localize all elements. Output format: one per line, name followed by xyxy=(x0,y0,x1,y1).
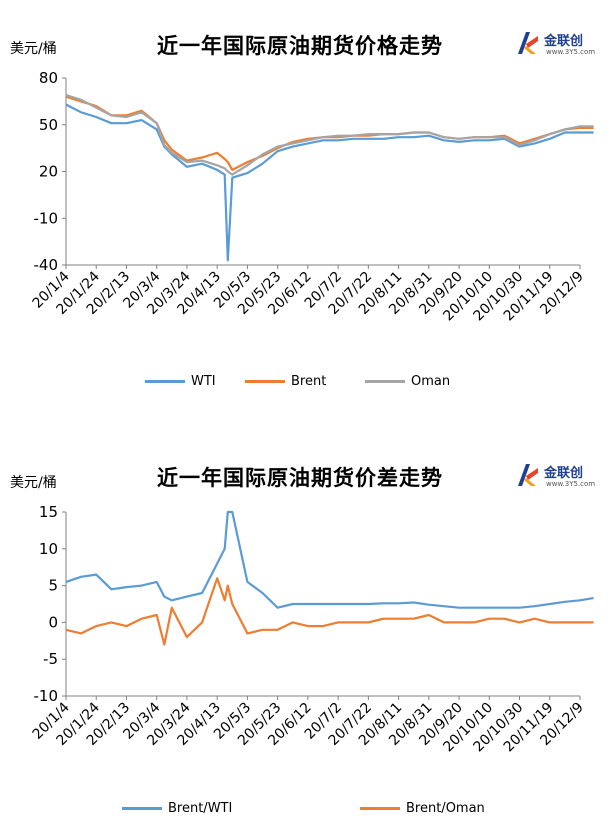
y-tick-label: -10 xyxy=(34,687,59,705)
y-tick-label: 5 xyxy=(48,577,58,595)
legend-item-oman: Oman xyxy=(365,371,450,391)
legend-label-brent-oman: Brent/Oman xyxy=(406,800,485,816)
y-tick-label: -40 xyxy=(34,256,59,274)
logo-url: www.3Y5.com xyxy=(546,48,596,56)
spread-chart-title: 近一年国际原油期货价差走势 xyxy=(157,466,443,490)
series-line-wti xyxy=(65,103,594,262)
spread-chart-panel: 近一年国际原油期货价差走势 美元/桶 金联创 www.3Y5.com 15 10 5… xyxy=(0,416,612,832)
legend-swatch-brent-oman xyxy=(360,806,400,810)
legend-item-brent: Brent xyxy=(245,371,326,391)
legend-swatch-oman xyxy=(365,379,405,383)
legend-item-brent-oman: Brent/Oman xyxy=(360,798,485,818)
series-line-brent-oman xyxy=(65,577,594,646)
y-tick-label: -5 xyxy=(43,650,58,668)
logo-url: www.3Y5.com xyxy=(546,480,596,488)
legend-label-wti: WTI xyxy=(191,373,216,389)
logo-name: 金联创 xyxy=(544,34,584,49)
price-chart-panel: 近一年国际原油期货价格走势 美元/桶 金联创 www.3Y5.com 80 50 2… xyxy=(0,28,612,391)
series-line-oman xyxy=(65,94,594,176)
spread-line-chart: 151050-5-1020/1/420/1/2420/2/1320/3/420/… xyxy=(30,503,594,755)
legend-label-brent-wti: Brent/WTI xyxy=(168,800,233,816)
logo-mark-icon xyxy=(518,32,538,54)
price-chart-title: 近一年国际原油期货价格走势 xyxy=(157,34,443,58)
y-tick-label: 0 xyxy=(48,613,58,631)
series-line-brent-wti xyxy=(65,510,594,609)
logo-name: 金联创 xyxy=(544,466,584,481)
legend-label-brent: Brent xyxy=(291,373,327,389)
y-tick-label: 50 xyxy=(39,116,58,134)
legend-swatch-brent xyxy=(245,379,285,383)
spread-chart-legend: Brent/WTI Brent/Oman xyxy=(0,798,612,818)
company-logo-2: 金联创 www.3Y5.com xyxy=(512,460,604,494)
legend-swatch-brent-wti xyxy=(122,806,162,810)
price-chart-legend: WTI Brent Oman xyxy=(0,371,612,391)
logo-mark-icon xyxy=(518,464,538,486)
legend-swatch-wti xyxy=(145,379,185,383)
y-tick-label: -10 xyxy=(34,209,59,227)
price-line-chart: 805020-10-4020/1/420/1/2420/2/1320/3/420… xyxy=(30,69,594,324)
y-tick-label: 20 xyxy=(39,163,58,181)
price-chart-y-unit: 美元/桶 xyxy=(10,41,57,57)
y-tick-label: 15 xyxy=(39,503,58,521)
series-line-brent xyxy=(65,95,594,171)
y-tick-label: 10 xyxy=(39,540,58,558)
legend-label-oman: Oman xyxy=(411,373,451,389)
legend-item-brent-wti: Brent/WTI xyxy=(122,798,232,818)
y-tick-label: 80 xyxy=(39,69,58,87)
company-logo: 金联创 www.3Y5.com xyxy=(512,28,604,62)
legend-item-wti: WTI xyxy=(145,371,216,391)
spread-chart-y-unit: 美元/桶 xyxy=(10,475,57,491)
